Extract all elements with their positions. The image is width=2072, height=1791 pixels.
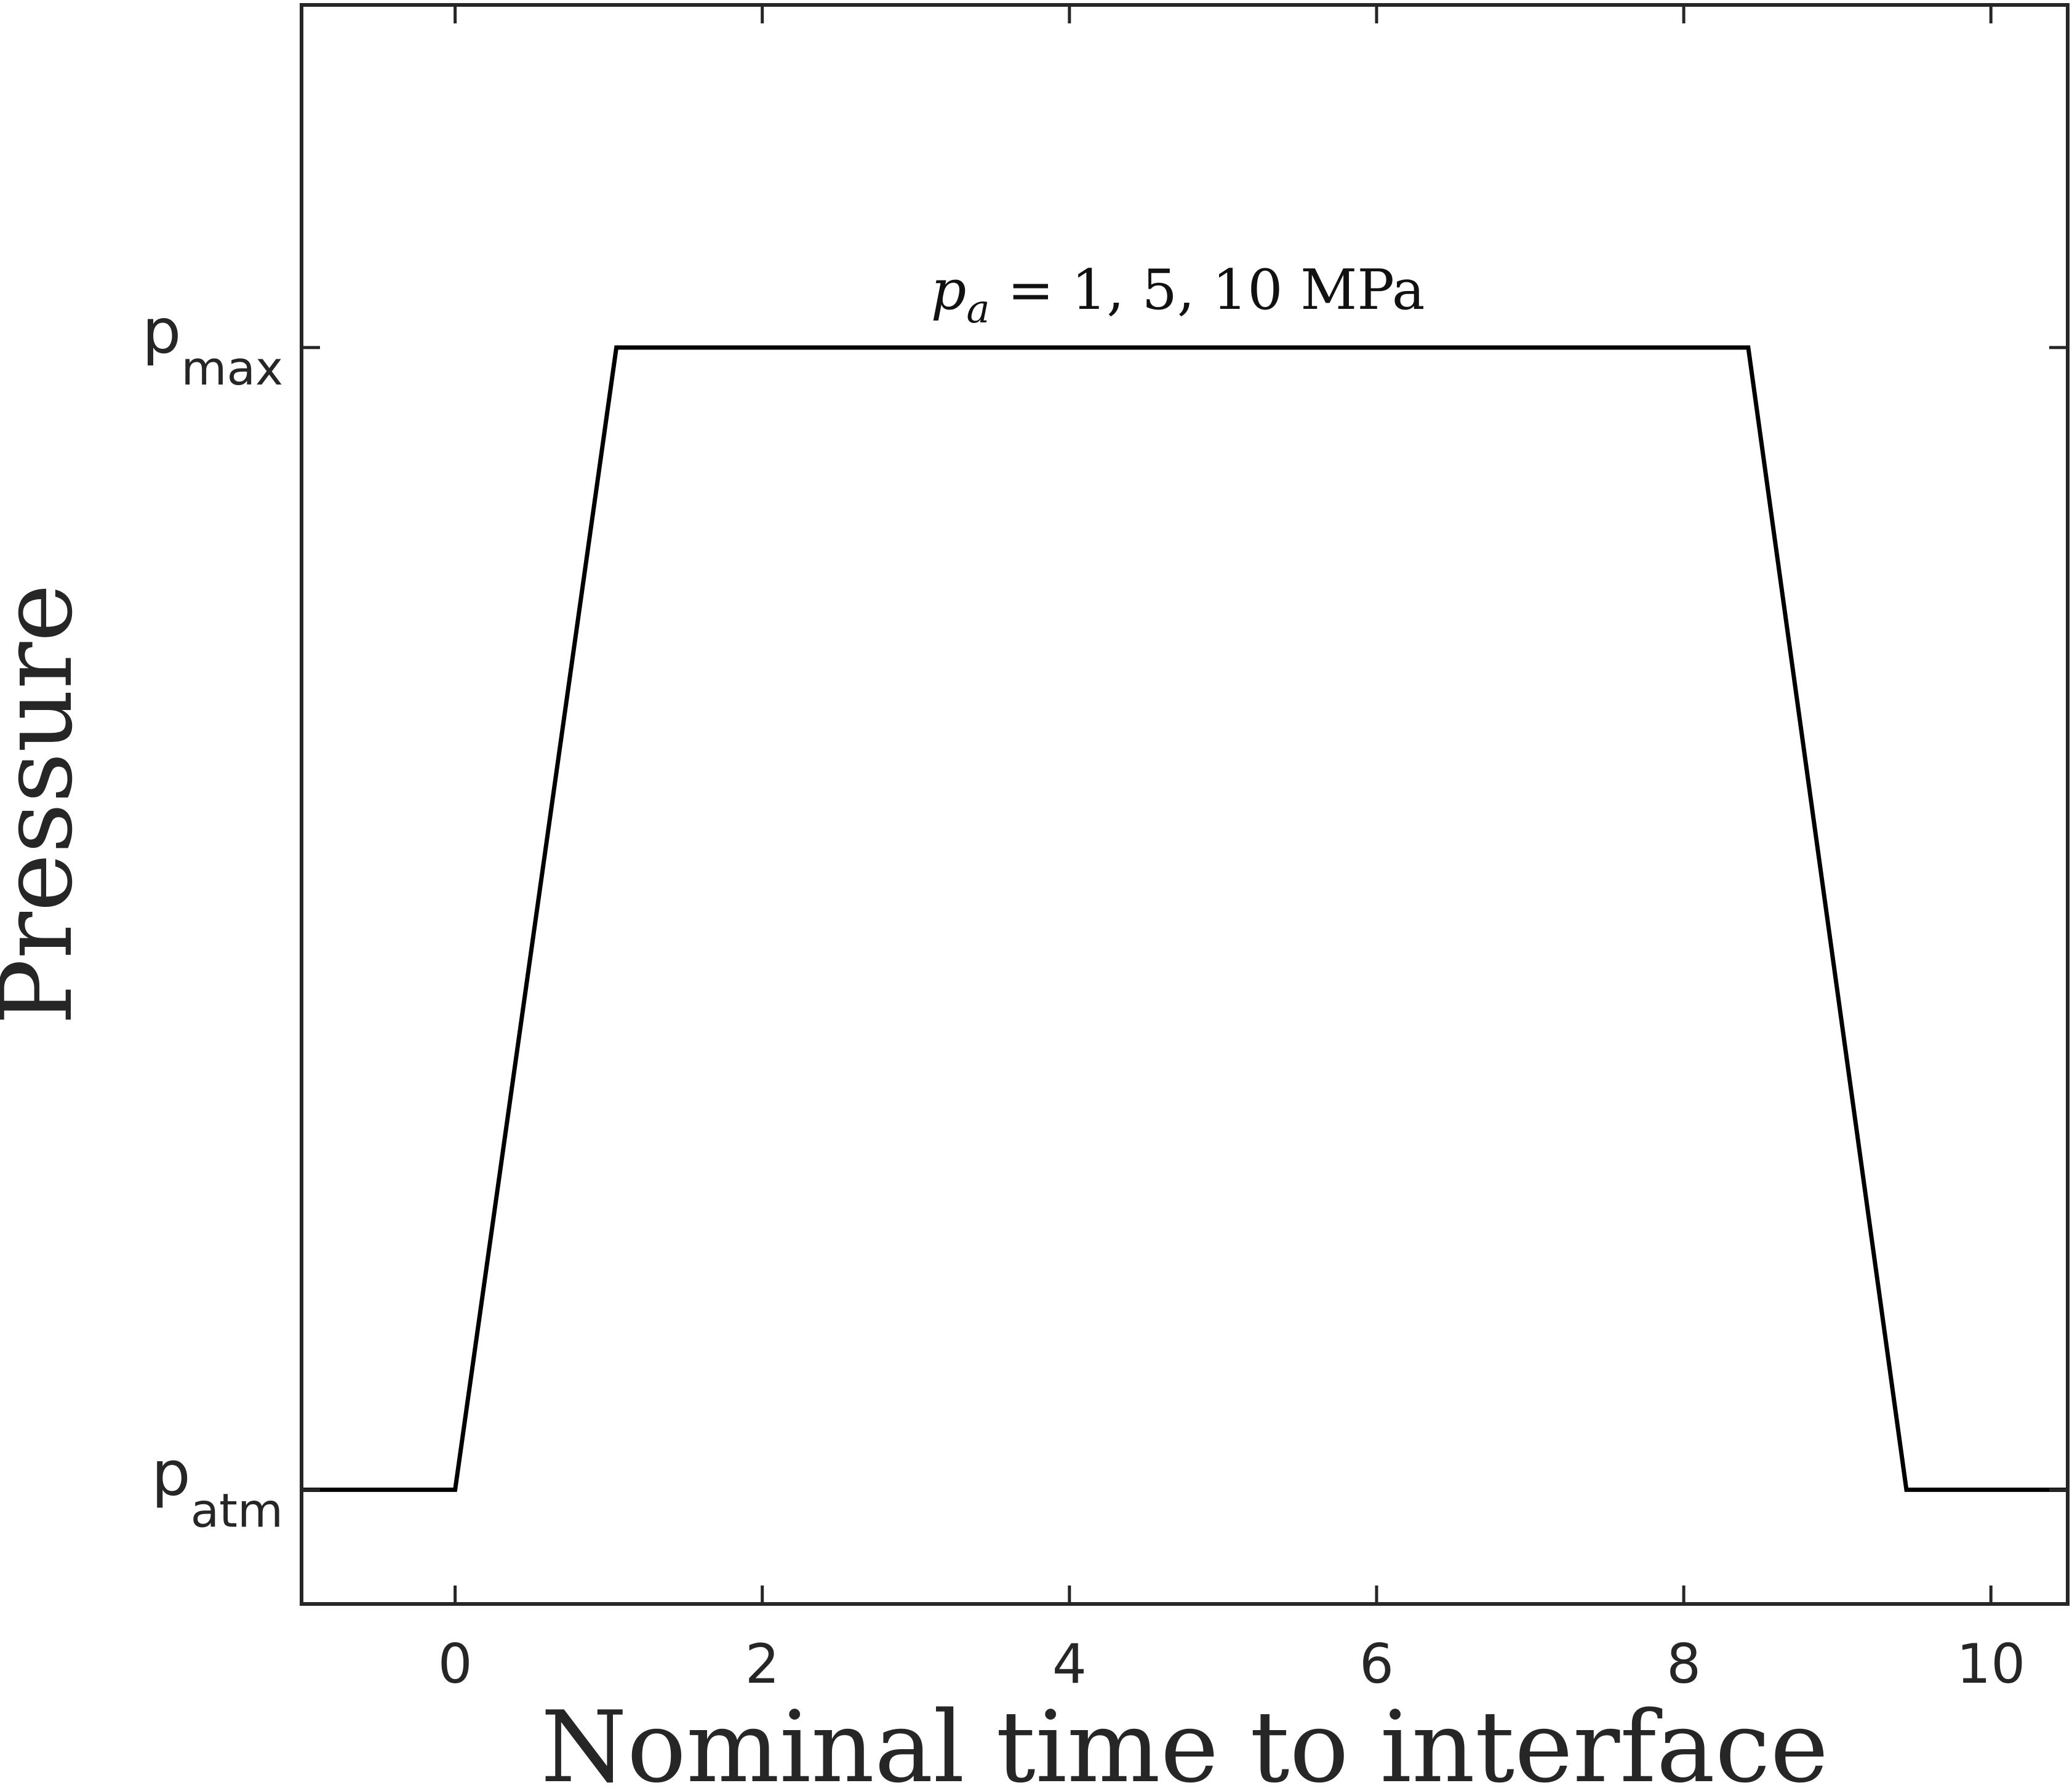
- x-tick-label: 8: [1666, 1632, 1701, 1696]
- x-tick-label: 6: [1359, 1632, 1394, 1696]
- x-tick-label: 0: [438, 1632, 473, 1696]
- pressure-annotation: pa = 1, 5, 10 MPa: [931, 258, 1425, 332]
- annotation-text: = 1, 5, 10 MPa: [990, 258, 1425, 322]
- axes-box: [300, 3, 2070, 1606]
- annotation-symbol: p: [931, 258, 967, 322]
- y-tick-label-sub: max: [181, 341, 283, 396]
- x-axis-label: Nominal time to interface: [541, 1689, 1829, 1791]
- plot-area: [302, 345, 2068, 1492]
- pressure-series-line: [302, 345, 2068, 1492]
- y-tick-label-main: p: [142, 295, 181, 367]
- x-tick-label: 4: [1052, 1632, 1087, 1696]
- y-tick-label-sub: atm: [191, 1483, 283, 1538]
- x-tick-label: 10: [1956, 1632, 2025, 1696]
- annotation-subscript: a: [966, 287, 990, 332]
- y-tick-label: patm: [151, 1437, 283, 1538]
- y-axis-label: Pressure: [0, 584, 94, 1025]
- x-tick-label: 2: [745, 1632, 780, 1696]
- y-tick-label-main: p: [151, 1437, 190, 1509]
- y-tick-label: pmax: [142, 295, 283, 396]
